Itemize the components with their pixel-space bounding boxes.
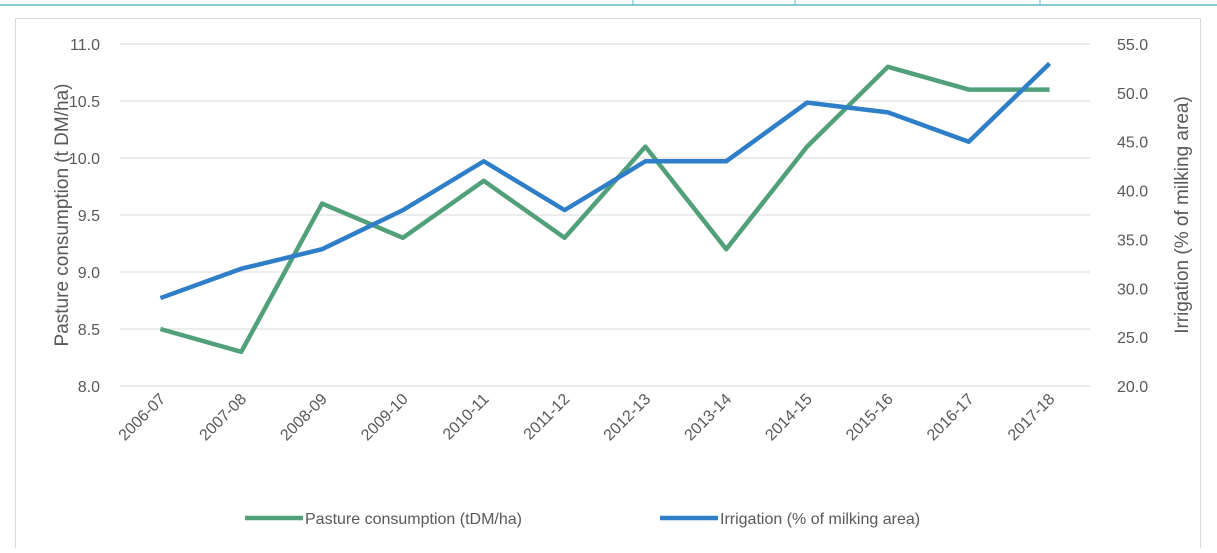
x-tick-label: 2007-08 <box>197 391 251 445</box>
legend-label: Pasture consumption (tDM/ha) <box>305 511 522 528</box>
y2-tick-label: 40.0 <box>1117 184 1148 201</box>
y-tick-label: 8.0 <box>78 379 100 396</box>
x-tick-label: 2015-16 <box>843 391 897 445</box>
y-tick-label: 9.0 <box>78 265 100 282</box>
y2-tick-label: 45.0 <box>1117 135 1148 152</box>
x-tick-label: 2014-15 <box>762 391 816 445</box>
y-tick-label: 10.0 <box>69 151 100 168</box>
y-tick-label: 9.5 <box>78 208 100 225</box>
x-tick-label: 2017-18 <box>1005 391 1059 445</box>
legend-label: Irrigation (% of milking area) <box>720 511 920 528</box>
y2-tick-label: 30.0 <box>1117 281 1148 298</box>
y2-tick-label: 25.0 <box>1117 330 1148 347</box>
line-series <box>159 64 1050 355</box>
x-tick-label: 2009-10 <box>358 391 412 445</box>
y-tick-label: 11.0 <box>70 37 100 54</box>
x-tick-label: 2012-13 <box>601 391 655 445</box>
x-tick-label: 2008-09 <box>277 391 331 445</box>
y-axis-title: Pasture consumption (t DM/ha) <box>52 84 73 347</box>
y2-tick-label: 20.0 <box>1117 379 1148 396</box>
y2-tick-label: 55.0 <box>1117 37 1148 54</box>
x-tick-label: 2013-14 <box>682 391 736 445</box>
x-tick-label: 2016-17 <box>924 391 978 445</box>
x-tick-label: 2010-11 <box>440 391 493 444</box>
x-tick-label: 2011-12 <box>521 391 574 444</box>
y2-tick-label: 35.0 <box>1117 232 1148 249</box>
x-tick-label: 2006-07 <box>116 391 170 445</box>
y-tick-label: 8.5 <box>78 322 100 339</box>
y2-axis-title: Irrigation (% of milking area) <box>1172 96 1193 334</box>
y2-tick-label: 50.0 <box>1117 86 1148 103</box>
line-series <box>159 61 1052 301</box>
chart-border <box>15 18 1201 553</box>
y-tick-label: 10.5 <box>69 94 100 111</box>
